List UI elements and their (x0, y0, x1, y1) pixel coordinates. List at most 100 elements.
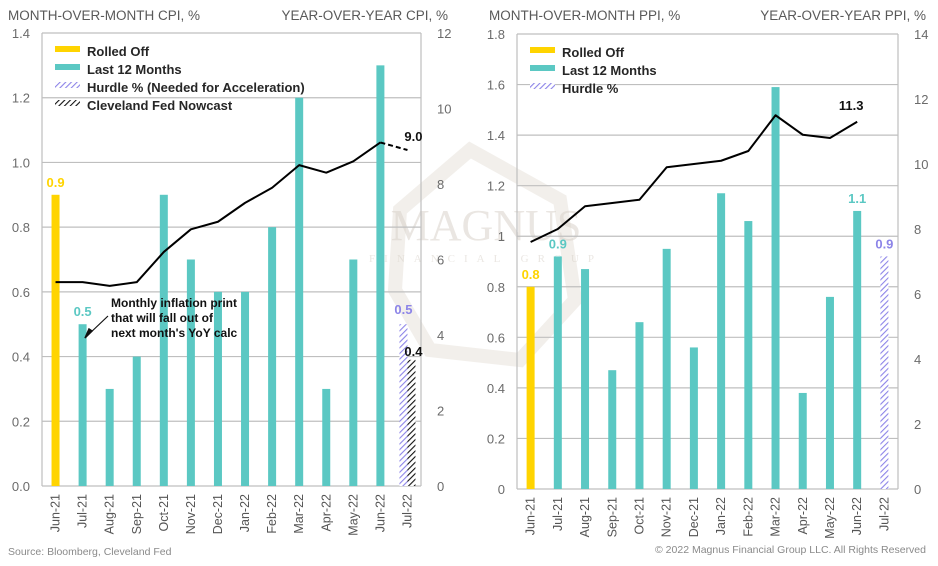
bar-last-12-months (295, 97, 304, 486)
bar-rolled-off (526, 286, 535, 489)
category-label: Jul-21 (76, 494, 90, 528)
cpi-x-axis: Jun-21 Jul-21 Aug-21 Sep-21 Oct-21 Nov-21 Dec-… (49, 494, 415, 536)
legend-label: Rolled Off (87, 44, 150, 59)
category-label: Aug-21 (578, 497, 592, 537)
bar-hurdle (880, 256, 889, 489)
legend-swatch (55, 46, 80, 52)
bar-last-12-months (159, 194, 168, 487)
legend-label: Hurdle % (Needed for Acceleration) (87, 80, 305, 95)
category-label: Aug-21 (103, 494, 117, 534)
bar-hurdle-needed-for-acceleration (399, 324, 408, 486)
category-label: Jun-22 (850, 497, 864, 535)
left-axis-tick: 0 (498, 482, 505, 497)
cpi-bars (51, 65, 416, 487)
right-axis-tick: 2 (914, 417, 921, 432)
bar-last-12-months (689, 347, 698, 489)
category-label: Oct-21 (157, 494, 171, 532)
bar-last-12-months (853, 210, 862, 489)
bar-last-12-months (268, 227, 277, 486)
right-axis-tick: 0 (437, 479, 444, 494)
ppi-left-axis: 0 0.2 0.4 0.6 0.8 1 1.2 1.4 1.6 1.8 (487, 27, 505, 497)
cpi-data-labels: 0.9 0.5 0.5 0.4 9.0 (46, 129, 423, 359)
cpi-left-axis-title: MONTH-OVER-MONTH CPI, % (8, 8, 200, 23)
left-axis-tick: 0.8 (12, 220, 30, 235)
bar-last-12-months (798, 392, 807, 489)
ppi-right-axis-title: YEAR-OVER-YEAR PPI, % (760, 8, 926, 23)
yoy-line (55, 141, 381, 287)
category-label: Mar-22 (769, 497, 783, 537)
category-label: Jun-21 (524, 497, 538, 535)
left-axis-tick: 0.2 (487, 431, 505, 446)
data-label: 0.9 (46, 175, 64, 190)
legend-swatch (530, 83, 555, 89)
ppi-right-axis: 0 2 4 6 8 10 12 14 (914, 27, 928, 497)
legend-label: Cleveland Fed Nowcast (87, 98, 233, 113)
right-axis-tick: 14 (914, 27, 928, 42)
nowcast-dashed-line (380, 141, 408, 151)
category-label: Jan-22 (238, 494, 252, 532)
right-axis-tick: 8 (437, 177, 444, 192)
category-label: Oct-21 (632, 497, 646, 535)
category-label: Sep-21 (605, 497, 619, 537)
left-axis-tick: 1.4 (487, 128, 505, 143)
right-axis-tick: 4 (914, 352, 921, 367)
bar-last-12-months (78, 324, 87, 486)
watermark-subtext: FINANCIAL GROUP (369, 253, 603, 265)
bar-last-12-months (635, 322, 644, 489)
legend-label: Last 12 Months (87, 62, 182, 77)
left-axis-tick: 1.2 (487, 179, 505, 194)
watermark-shield-icon (387, 141, 583, 368)
right-axis-tick: 6 (914, 287, 921, 302)
left-axis-tick: 1.2 (12, 91, 30, 106)
bar-last-12-months (349, 259, 358, 486)
category-label: Jul-22 (400, 494, 414, 528)
bar-last-12-months (376, 65, 385, 486)
cpi-annotation: Monthly inflation print that will fall o… (84, 296, 238, 340)
right-axis-tick: 8 (914, 222, 921, 237)
cpi-gridlines (41, 32, 422, 487)
left-axis-tick: 1.8 (487, 27, 505, 42)
left-axis-tick: 1.0 (12, 155, 30, 170)
bar-last-12-months (553, 256, 562, 489)
ppi-data-labels: 0.8 0.9 1.1 0.9 11.3 (522, 98, 894, 282)
category-label: Jul-22 (877, 497, 891, 531)
cpi-lines (55, 141, 408, 287)
yoy-line (530, 114, 858, 243)
category-label: Nov-21 (184, 494, 198, 534)
bar-last-12-months (322, 388, 331, 486)
bar-last-12-months (825, 296, 834, 489)
left-axis-tick: 0.0 (12, 479, 30, 494)
left-axis-tick: 0.8 (487, 280, 505, 295)
data-label: 0.5 (74, 304, 92, 319)
right-axis-tick: 12 (914, 92, 928, 107)
category-label: May-22 (346, 494, 360, 536)
category-label: Sep-21 (130, 494, 144, 534)
annotation-line-1: Monthly inflation print (111, 296, 237, 310)
data-label: 0.9 (549, 236, 567, 251)
legend-label: Last 12 Months (562, 63, 657, 78)
ppi-chart: MONTH-OVER-MONTH PPI, % YEAR-OVER-YEAR P… (487, 8, 929, 539)
legend-swatch (530, 47, 555, 53)
right-axis-tick: 4 (437, 328, 444, 343)
source-note: Source: Bloomberg, Cleveland Fed (8, 546, 172, 558)
category-label: Dec-21 (687, 497, 701, 537)
bar-last-12-months (105, 388, 114, 486)
bar-last-12-months (608, 370, 617, 489)
category-label: May-22 (823, 497, 837, 539)
category-label: Feb-22 (741, 497, 755, 537)
bar-cleveland-fed-nowcast (407, 359, 416, 486)
data-label: 0.4 (404, 344, 423, 359)
category-label: Apr-22 (319, 494, 333, 532)
category-label: Mar-22 (292, 494, 306, 534)
data-label: 9.0 (404, 129, 422, 144)
legend-swatch (55, 100, 80, 106)
left-axis-tick: 0.4 (12, 350, 30, 365)
right-axis-tick: 0 (914, 482, 921, 497)
ppi-gridlines (516, 33, 899, 490)
annotation-arrow-icon (84, 327, 94, 339)
left-axis-tick: 0.6 (12, 285, 30, 300)
cpi-left-axis: 0.0 0.2 0.4 0.6 0.8 1.0 1.2 1.4 (12, 26, 30, 494)
left-axis-tick: 0.6 (487, 330, 505, 345)
category-label: Jan-22 (714, 497, 728, 535)
